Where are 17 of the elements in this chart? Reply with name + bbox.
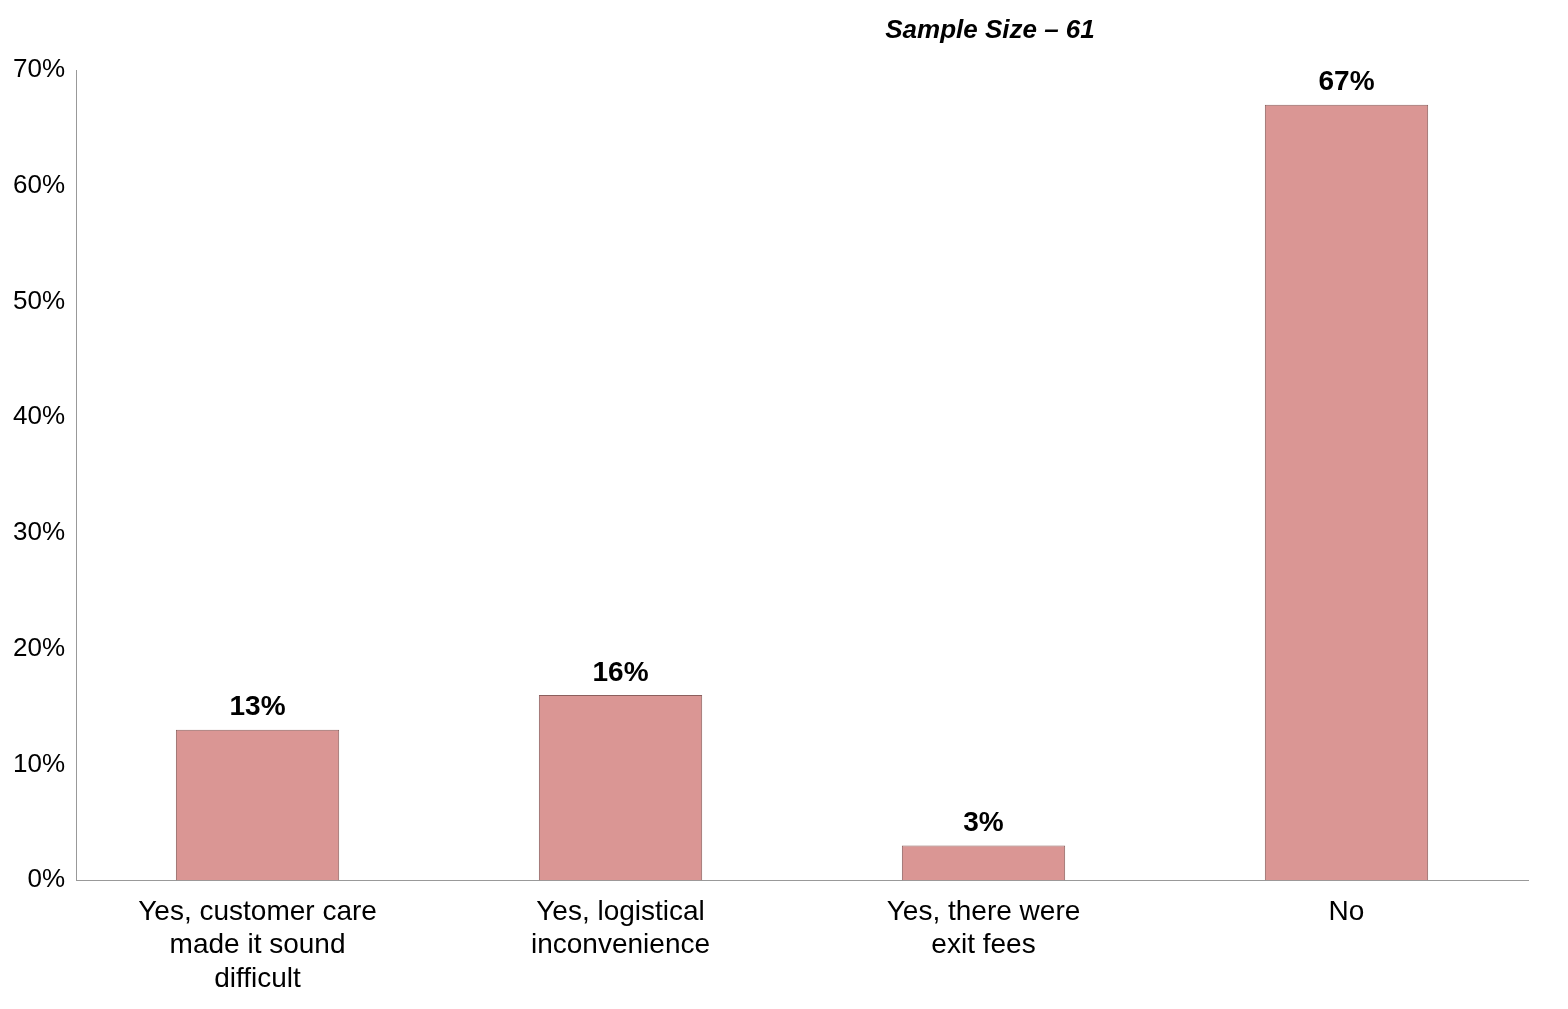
data-label: 3% [963,806,1004,838]
x-tick-label: Yes, there were exit fees [886,894,1081,960]
text: Sample Size – 61 [884,14,1096,45]
y-tick-label: 20% [12,631,66,662]
data-label: 13% [229,690,286,722]
y-tick-label: 50% [12,284,66,315]
y-tick-label: 40% [12,400,66,431]
data-label: 67% [1318,65,1375,97]
y-tick-label: 10% [12,747,66,778]
data-label: 16% [592,655,649,687]
x-tick-label: Yes, customer care made it sound difficult [138,894,377,993]
y-tick-label: 0% [27,863,66,894]
y-tick-label: 70% [12,53,66,84]
x-tick-label: No [1328,894,1365,926]
y-tick-label: 60% [12,168,66,199]
x-tick-label: Yes, logistical inconvenience [531,894,711,960]
y-tick-label: 30% [12,516,66,547]
